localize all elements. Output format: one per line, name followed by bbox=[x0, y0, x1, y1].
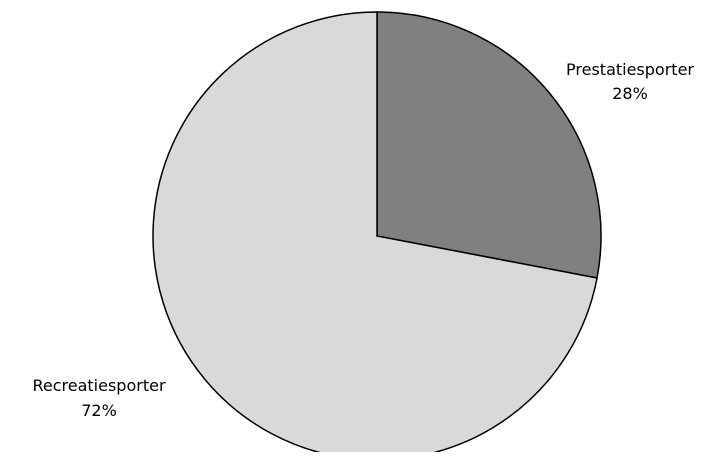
slice-percent-recreatiesporter: 72% bbox=[81, 401, 117, 420]
pie-slice-recreatiesporter bbox=[152, 11, 598, 457]
slice-label-prestatiesporter: Prestatiesporter bbox=[566, 60, 694, 79]
slice-percent-prestatiesporter: 28% bbox=[612, 84, 648, 103]
pie-labels: Prestatiesporter 28% Recreatiesporter 72% bbox=[32, 60, 694, 420]
pie-slices bbox=[152, 11, 602, 457]
pie-slice-prestatiesporter bbox=[376, 11, 602, 279]
slice-label-recreatiesporter: Recreatiesporter bbox=[32, 376, 165, 395]
